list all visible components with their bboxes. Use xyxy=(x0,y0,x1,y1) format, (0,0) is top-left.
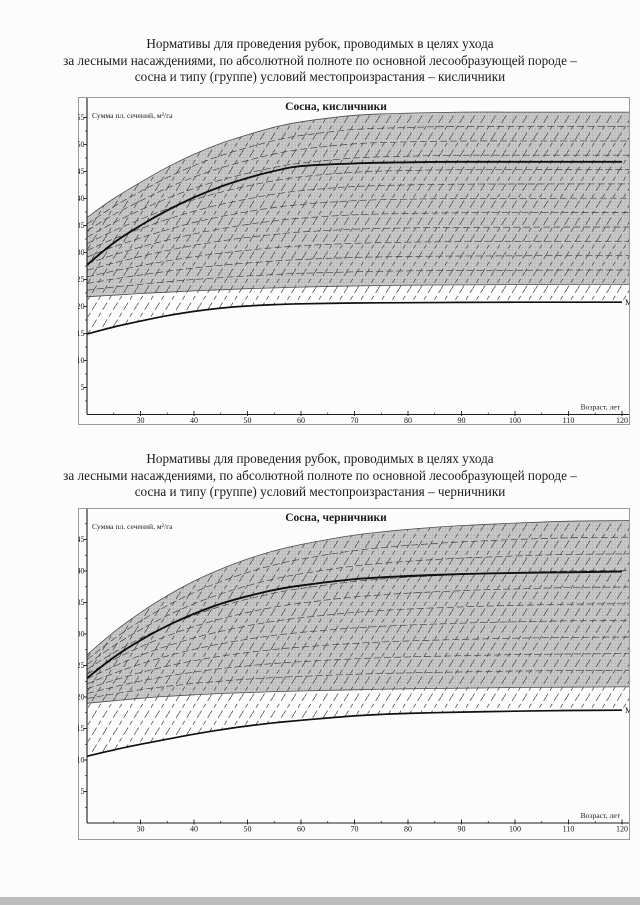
density-isoline xyxy=(86,169,629,245)
density-isoline xyxy=(86,226,629,271)
x-tick-label: 110 xyxy=(563,416,575,425)
caption-line-3: сосна и типу (группе) условий местопроиз… xyxy=(134,69,506,84)
band-lower-boundary xyxy=(86,283,629,298)
density-isoline xyxy=(86,653,629,694)
x-tick-label: 120 xyxy=(616,416,628,425)
x-tick-label: 60 xyxy=(297,825,305,834)
y-tick-label: 40 xyxy=(78,194,85,203)
y-tick-label: 15 xyxy=(78,724,85,733)
hatched-region xyxy=(87,520,629,757)
band-lower-boundary xyxy=(86,686,629,704)
x-tick-label: 70 xyxy=(351,416,359,425)
y-tick-label: 55 xyxy=(78,113,85,122)
x-tick-label: 120 xyxy=(616,825,628,834)
x-tick-label: 40 xyxy=(190,416,198,425)
density-isoline xyxy=(86,183,629,251)
x-tick-label: 90 xyxy=(458,825,466,834)
y-axis-title: Сумма пл. сечений, м²/га xyxy=(92,522,173,531)
density-isoline xyxy=(86,154,629,238)
density-isoline xyxy=(86,269,629,291)
x-tick-label: 50 xyxy=(244,416,252,425)
y-tick-label: 45 xyxy=(78,167,85,176)
chart-frame xyxy=(78,97,630,425)
x-tick-label: 80 xyxy=(404,416,412,425)
minimum-density-curve xyxy=(86,709,623,758)
y-tick-label: 45 xyxy=(78,535,85,544)
density-isoline xyxy=(86,603,629,680)
y-tick-label: 50 xyxy=(78,140,85,149)
caption-line-1: Нормативы для проведения рубок, проводим… xyxy=(146,451,494,466)
y-axis-title: Сумма пл. сечений, м²/га xyxy=(92,111,173,120)
chart-pine-kislichniki: 5 10 15 20 25 30 35 40 45 50 55 30 40 50 60 70 80 90 100 11… xyxy=(78,97,630,425)
x-tick-label: 50 xyxy=(244,825,252,834)
minimum-line-label: М xyxy=(625,705,630,715)
caption-line-2: за лесными насаждениями, по абсолютной п… xyxy=(63,467,577,483)
chart-title: Сосна, черничники xyxy=(285,512,387,524)
y-tick-label: 10 xyxy=(78,756,85,765)
document-caption-kislichniki: Нормативы для проведения рубок, проводим… xyxy=(0,36,640,86)
density-isoline xyxy=(86,255,629,284)
y-tick-label: 35 xyxy=(78,598,85,607)
band-upper-boundary xyxy=(86,520,629,656)
hatched-region xyxy=(87,112,629,334)
x-tick-label: 30 xyxy=(137,416,145,425)
x-tick-label: 60 xyxy=(297,416,305,425)
x-tick-label: 110 xyxy=(563,825,575,834)
density-isoline xyxy=(86,553,629,665)
x-tick-label: 70 xyxy=(351,825,359,834)
minimum-density-curve xyxy=(86,301,622,335)
x-axis-title: Возраст, лет xyxy=(581,403,621,412)
y-tick-label: 20 xyxy=(78,302,85,311)
plot-area xyxy=(86,111,629,335)
x-axis-title: Возраст, лет xyxy=(581,811,621,820)
plot-area xyxy=(86,520,629,758)
caption-line-2: за лесными насаждениями, по абсолютной п… xyxy=(63,52,577,68)
x-tick-label: 90 xyxy=(458,416,466,425)
y-tick-label: 15 xyxy=(78,329,85,338)
y-tick-label: 5 xyxy=(81,383,85,392)
density-isoline xyxy=(86,586,629,675)
scan-edge-artifact xyxy=(0,897,640,905)
document-caption-chernichniki: Нормативы для проведения рубок, проводим… xyxy=(0,451,640,501)
y-tick-label: 35 xyxy=(78,221,85,230)
density-isoline xyxy=(86,126,629,225)
band-upper-boundary xyxy=(86,111,629,218)
chart-frame xyxy=(78,508,630,840)
minimum-line-label: М xyxy=(625,297,630,307)
chart-pine-chernichniki: 5 10 15 20 25 30 35 40 45 30 40 50 60 70 80 90 100 110 120… xyxy=(78,508,630,840)
x-tick-label: 100 xyxy=(509,825,521,834)
y-tick-label: 5 xyxy=(81,787,85,796)
x-tick-label: 30 xyxy=(137,825,145,834)
x-tick-label: 40 xyxy=(190,825,198,834)
density-isoline xyxy=(86,636,629,690)
caption-line-3: сосна и типу (группе) условий местопроиз… xyxy=(134,484,506,499)
y-tick-label: 10 xyxy=(78,356,85,365)
thinning-norm-curve xyxy=(86,160,622,266)
caption-line-1: Нормативы для проведения рубок, проводим… xyxy=(146,36,494,51)
density-isoline xyxy=(86,197,629,258)
density-isoline xyxy=(86,536,629,660)
y-tick-label: 30 xyxy=(78,630,85,639)
y-tick-label: 25 xyxy=(78,661,85,670)
y-tick-label: 40 xyxy=(78,567,85,576)
x-tick-label: 100 xyxy=(509,416,521,425)
chart-title: Сосна, кисличники xyxy=(285,101,387,113)
density-isoline xyxy=(86,212,629,265)
y-tick-label: 25 xyxy=(78,275,85,284)
density-isoline xyxy=(86,140,629,231)
y-tick-label: 30 xyxy=(78,248,85,257)
density-isoline xyxy=(86,620,629,685)
density-isoline xyxy=(86,240,629,278)
y-tick-label: 20 xyxy=(78,693,85,702)
density-isoline xyxy=(86,669,629,699)
x-tick-label: 80 xyxy=(404,825,412,834)
thinning-norm-curve xyxy=(86,570,623,679)
